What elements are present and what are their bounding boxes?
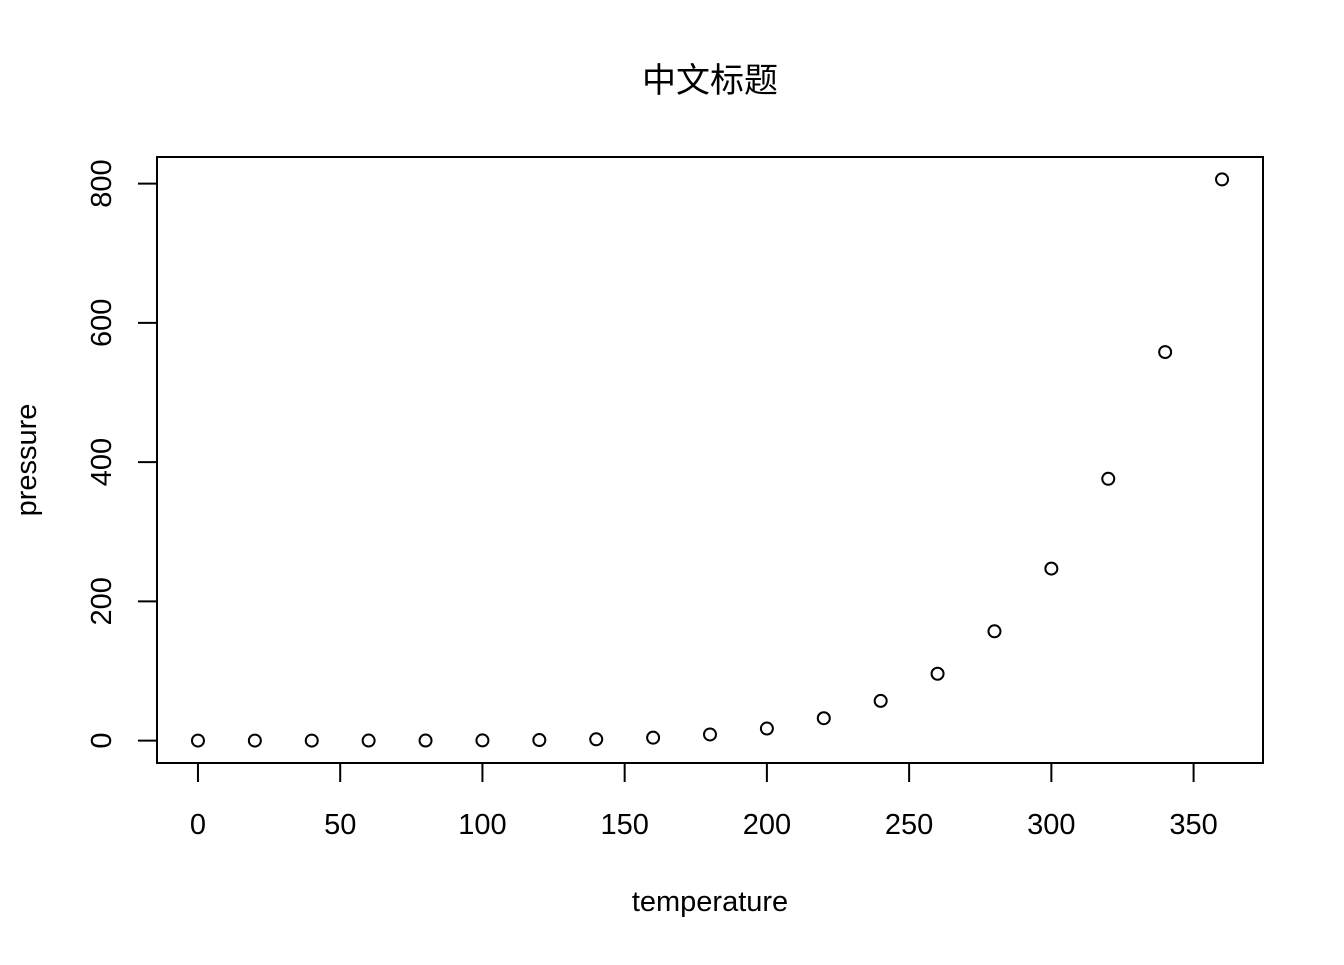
x-tick-label: 250	[885, 809, 933, 841]
data-point	[533, 734, 545, 746]
y-tick-label: 600	[86, 299, 118, 347]
x-tick-label: 350	[1169, 809, 1217, 841]
data-point	[988, 625, 1000, 637]
data-point	[761, 723, 773, 735]
data-point	[818, 712, 830, 724]
x-tick-label: 0	[190, 809, 206, 841]
x-tick-label: 50	[324, 809, 356, 841]
x-tick-label: 100	[458, 809, 506, 841]
y-tick-label: 800	[86, 159, 118, 207]
data-point	[1216, 173, 1228, 185]
data-point	[192, 735, 204, 747]
plot-frame	[157, 157, 1263, 763]
data-point	[875, 695, 887, 707]
data-point	[420, 735, 432, 747]
y-axis-label: pressure	[11, 404, 43, 517]
chart-title: 中文标题	[642, 61, 778, 101]
x-tick-label: 150	[600, 809, 648, 841]
data-point	[249, 735, 261, 747]
y-tick-label: 200	[86, 577, 118, 625]
data-point	[590, 733, 602, 745]
x-tick-label: 300	[1027, 809, 1075, 841]
x-axis-label: temperature	[632, 886, 788, 918]
y-tick-label: 400	[86, 438, 118, 486]
data-point	[1159, 346, 1171, 358]
data-point	[704, 728, 716, 740]
data-point	[306, 735, 318, 747]
x-tick-label: 200	[743, 809, 791, 841]
data-point	[647, 732, 659, 744]
data-point	[932, 668, 944, 680]
data-point	[363, 735, 375, 747]
data-point	[476, 734, 488, 746]
data-point	[1102, 473, 1114, 485]
data-point	[1045, 563, 1057, 575]
y-tick-label: 0	[86, 733, 118, 749]
